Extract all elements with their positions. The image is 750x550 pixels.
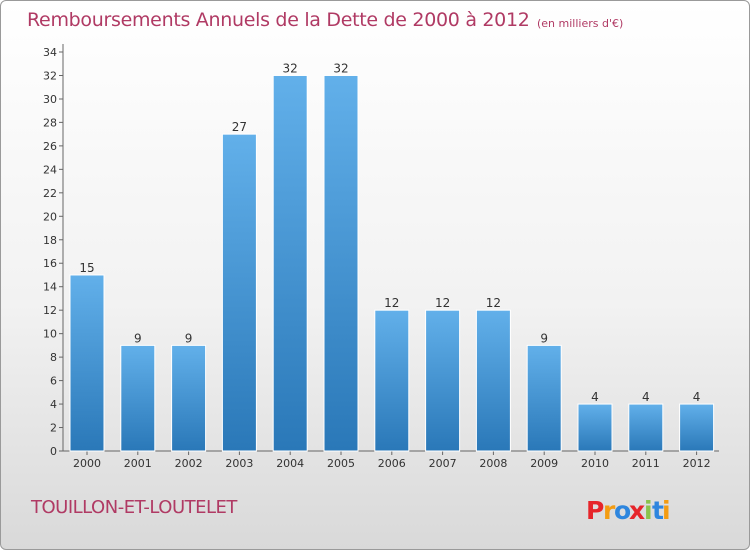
y-tick-label: 8 — [50, 351, 57, 364]
y-tick-label: 20 — [43, 210, 57, 223]
y-tick-label: 26 — [43, 140, 57, 153]
bar-value-label: 27 — [232, 120, 247, 134]
town-name: TOUILLON-ET-LOUTELET — [31, 497, 237, 518]
x-tick-label: 2007 — [429, 457, 457, 470]
x-tick-label: 2012 — [683, 457, 711, 470]
bar-2012 — [679, 403, 715, 452]
y-tick-label: 22 — [43, 187, 57, 200]
chart-subtitle: (en milliers d'€) — [537, 17, 624, 30]
x-tick-label: 2004 — [276, 457, 304, 470]
y-tick-label: 0 — [50, 445, 57, 458]
x-tick-label: 2010 — [581, 457, 609, 470]
bar-value-label: 4 — [642, 390, 650, 404]
bar-value-label: 32 — [333, 61, 348, 75]
bar-value-label: 12 — [384, 296, 399, 310]
y-tick-label: 14 — [43, 281, 57, 294]
x-tick-label: 2000 — [73, 457, 101, 470]
y-tick-label: 24 — [43, 163, 57, 176]
logo-letter: i — [662, 496, 671, 525]
y-tick-label: 18 — [43, 234, 57, 247]
y-tick-label: 32 — [43, 69, 57, 82]
y-tick-label: 10 — [43, 328, 57, 341]
x-tick-label: 2002 — [175, 457, 203, 470]
y-tick-label: 2 — [50, 422, 57, 435]
bar-2003 — [221, 133, 257, 452]
bar-2011 — [628, 403, 664, 452]
y-tick-label: 6 — [50, 375, 57, 388]
bar-2004 — [272, 74, 308, 452]
y-tick-label: 30 — [43, 93, 57, 106]
bar-value-label: 9 — [134, 331, 142, 345]
x-tick-label: 2009 — [530, 457, 558, 470]
bar-2010 — [577, 403, 613, 452]
x-tick-label: 2008 — [479, 457, 507, 470]
logo-letter: t — [652, 496, 664, 525]
bar-2002 — [171, 344, 207, 452]
bar-2005 — [323, 74, 359, 452]
bar-value-label: 4 — [591, 390, 599, 404]
y-tick-label: 16 — [43, 257, 57, 270]
y-tick-label: 34 — [43, 46, 57, 59]
bar-value-label: 4 — [693, 390, 701, 404]
logo-letter: P — [586, 496, 604, 525]
bar-value-label: 9 — [185, 331, 193, 345]
chart-title: Remboursements Annuels de la Dette de 20… — [27, 9, 530, 31]
bar-2001 — [120, 344, 156, 452]
x-tick-label: 2001 — [124, 457, 152, 470]
bar-2000 — [69, 274, 105, 452]
x-tick-label: 2006 — [378, 457, 406, 470]
bar-value-label: 15 — [79, 261, 94, 275]
logo-letter: r — [603, 496, 616, 525]
logo-letter: i — [644, 496, 653, 525]
bar-2009 — [526, 344, 562, 452]
bar-2008 — [475, 309, 511, 452]
bar-2006 — [374, 309, 410, 452]
x-tick-label: 2011 — [632, 457, 660, 470]
logo-letter: o — [614, 496, 631, 525]
bar-value-label: 32 — [283, 61, 298, 75]
y-tick-label: 12 — [43, 304, 57, 317]
bar-value-label: 12 — [486, 296, 501, 310]
bar-value-label: 12 — [435, 296, 450, 310]
logo-letter: x — [629, 496, 645, 525]
bar-2007 — [425, 309, 461, 452]
y-tick-label: 4 — [50, 398, 57, 411]
bar-value-label: 9 — [540, 331, 548, 345]
x-tick-label: 2005 — [327, 457, 355, 470]
y-tick-label: 28 — [43, 116, 57, 129]
x-tick-label: 2003 — [225, 457, 253, 470]
